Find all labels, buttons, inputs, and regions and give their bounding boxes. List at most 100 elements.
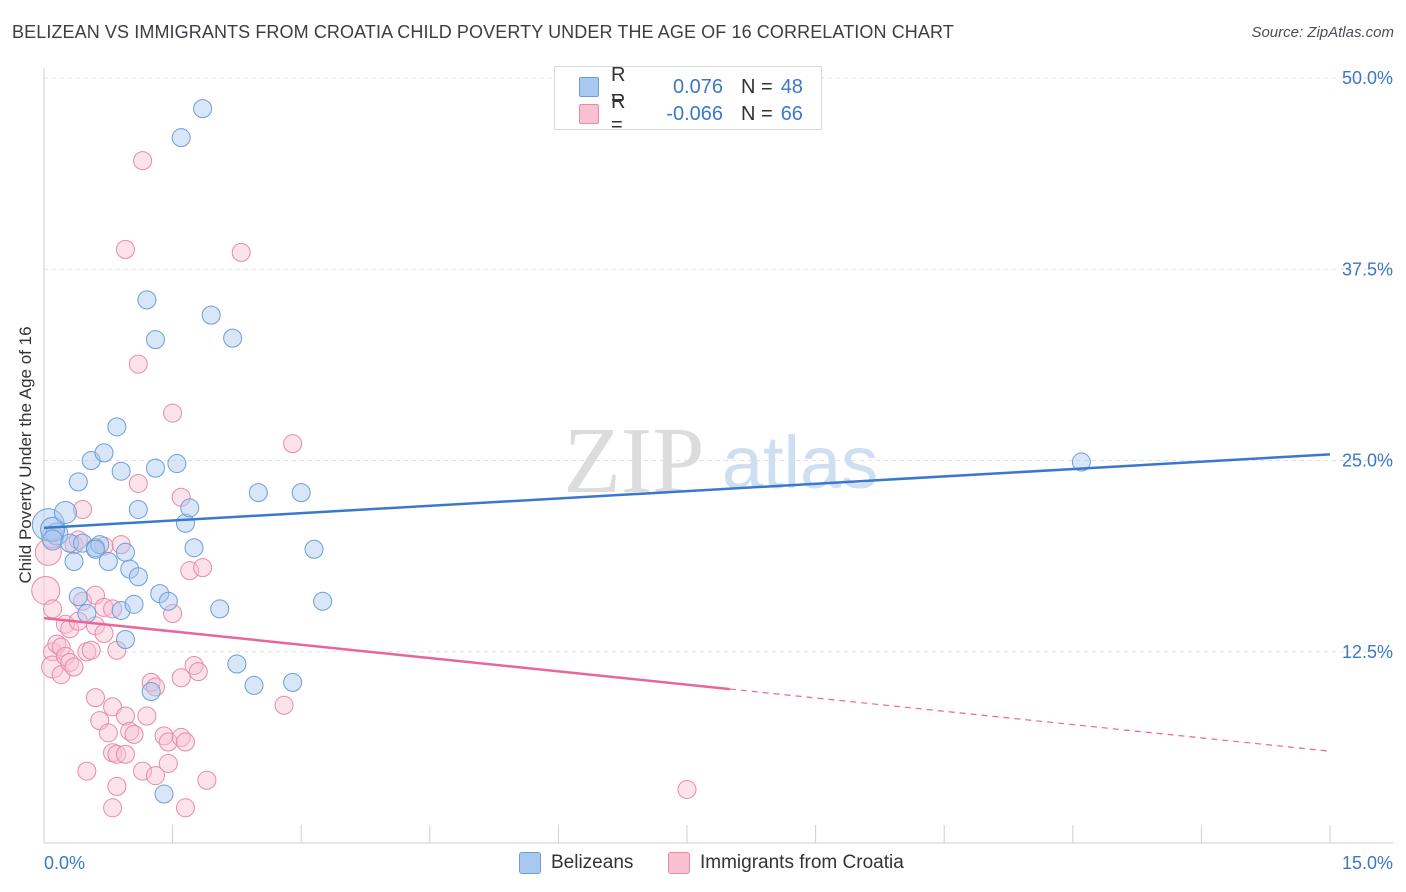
belizean-point xyxy=(167,454,187,474)
belizean-point xyxy=(158,591,178,611)
croatia-point xyxy=(283,434,303,454)
axes xyxy=(43,68,1393,844)
croatia-point xyxy=(175,798,195,818)
croatia-points xyxy=(31,151,697,818)
trend-lines xyxy=(43,453,1331,752)
belizean-point xyxy=(283,672,303,692)
n-label: N = xyxy=(741,102,773,125)
source-credit: Source: ZipAtlas.com xyxy=(1251,24,1394,41)
belizean-point xyxy=(53,501,77,525)
belizean-point xyxy=(128,567,148,587)
y-tick-label: 37.5% xyxy=(1342,259,1393,279)
belizean-point xyxy=(68,472,88,492)
gridlines xyxy=(44,77,1393,653)
croatia-point xyxy=(677,779,697,799)
croatia-point xyxy=(193,558,213,578)
legend-label: Belizeans xyxy=(551,852,634,873)
belizean-point xyxy=(227,654,247,674)
belizean-point xyxy=(304,539,324,559)
croatia-point xyxy=(85,688,105,708)
croatia-point xyxy=(274,695,294,715)
croatia-point xyxy=(107,776,127,796)
chart-title: BELIZEAN VS IMMIGRANTS FROM CROATIA CHIL… xyxy=(12,22,954,42)
belizean-point xyxy=(115,542,135,562)
belizean-point xyxy=(111,461,131,481)
y-tick-label: 12.5% xyxy=(1342,642,1393,662)
x-tick-label: 0.0% xyxy=(44,853,85,873)
croatia-point xyxy=(64,657,84,677)
belizean-point xyxy=(1071,452,1091,472)
belizean-point xyxy=(42,529,64,551)
belizean-point xyxy=(141,682,161,702)
y-axis-label: Child Poverty Under the Age of 16 xyxy=(16,326,35,584)
legend-item-croatia[interactable]: Immigrants from Croatia xyxy=(668,852,904,874)
croatia-point xyxy=(81,640,101,660)
belizean-point xyxy=(98,551,118,571)
croatia-point xyxy=(98,723,118,743)
belizean-point xyxy=(64,551,84,571)
belizean-point xyxy=(107,417,127,437)
croatia-point xyxy=(171,668,191,688)
belizean-point xyxy=(154,784,174,804)
belizean-point xyxy=(115,630,135,650)
belizean-point xyxy=(180,498,200,518)
croatia-swatch xyxy=(579,104,599,124)
croatia-point xyxy=(43,599,63,619)
belizeans-legend-swatch xyxy=(519,852,541,874)
r-value: -0.066 xyxy=(666,102,723,125)
stats-row-belizeans: R = 0.076 N = 48 xyxy=(579,64,803,109)
croatia-point xyxy=(115,744,135,764)
belizean-point xyxy=(313,591,333,611)
belizean-point xyxy=(145,330,165,350)
belizean-point xyxy=(201,305,221,325)
belizean-point xyxy=(124,594,144,614)
belizean-point xyxy=(145,458,165,478)
croatia-point xyxy=(163,403,183,423)
croatia-point xyxy=(94,623,114,643)
croatia-point xyxy=(31,576,61,606)
croatia-point xyxy=(77,761,97,781)
belizean-point xyxy=(184,538,204,558)
x-tick-labels: 0.0% 15.0% xyxy=(44,853,1393,873)
belizean-point xyxy=(128,499,148,519)
croatia-point xyxy=(180,561,200,581)
belizean-point xyxy=(171,128,191,148)
croatia-legend-swatch xyxy=(668,852,690,874)
croatia-point xyxy=(158,753,178,773)
croatia-point xyxy=(188,662,208,682)
n-label: N = xyxy=(741,75,773,98)
watermark-atlas: atlas xyxy=(722,421,878,504)
stats-legend: R = 0.076 N = 48 R = -0.066 N = 66 xyxy=(554,64,822,136)
belizean-point xyxy=(40,516,66,542)
n-value: 48 xyxy=(780,75,803,98)
series-legend: Belizeans Immigrants from Croatia xyxy=(0,852,1406,878)
stats-row-croatia: R = -0.066 N = 66 xyxy=(579,91,803,136)
croatia-point xyxy=(137,706,157,726)
belizean-point xyxy=(223,328,243,348)
x-tick-label: 15.0% xyxy=(1342,853,1393,873)
legend-label: Immigrants from Croatia xyxy=(700,852,904,873)
croatia-point xyxy=(175,732,195,752)
y-tick-label: 25.0% xyxy=(1342,451,1393,471)
croatia-point xyxy=(73,499,93,519)
belizean-point xyxy=(85,539,105,559)
croatia-point xyxy=(158,732,178,752)
croatia-point xyxy=(128,473,148,493)
croatia-point xyxy=(103,697,123,717)
n-value: 66 xyxy=(780,102,803,125)
belizean-point xyxy=(137,290,157,310)
croatia-point xyxy=(133,761,153,781)
croatia-point xyxy=(128,354,148,374)
y-tick-label: 50.0% xyxy=(1342,68,1393,88)
r-label: R = xyxy=(611,91,626,136)
legend-item-belizeans[interactable]: Belizeans xyxy=(519,852,633,874)
croatia-point xyxy=(115,706,135,726)
belizean-points xyxy=(31,99,1091,804)
croatia-point xyxy=(34,538,62,566)
belizean-point xyxy=(244,675,264,695)
croatia-point xyxy=(133,151,153,171)
croatia-point xyxy=(231,242,251,262)
belizean-point xyxy=(291,483,311,503)
y-tick-labels: 12.5% 25.0% 37.5% 50.0% xyxy=(1342,68,1393,662)
